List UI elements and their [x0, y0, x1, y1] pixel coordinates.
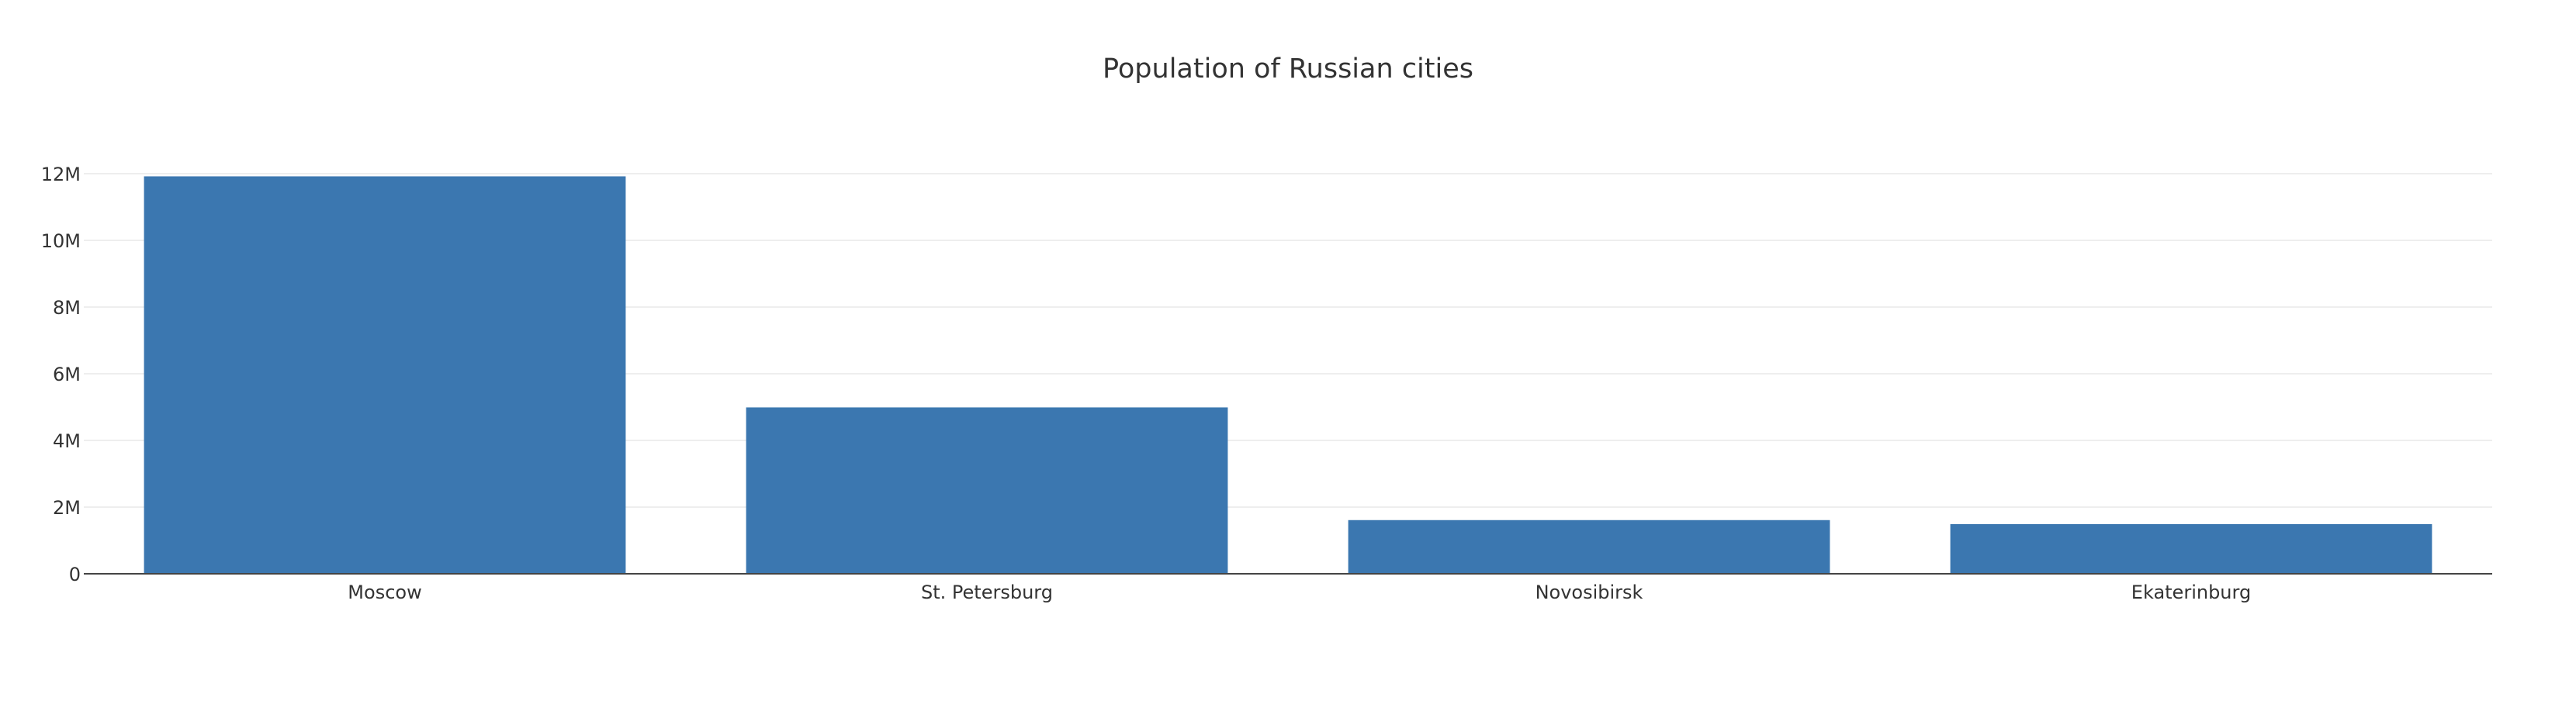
bar-novosibirsk[interactable] [1348, 520, 1830, 574]
bar-st-petersburg[interactable] [746, 407, 1228, 574]
y-tick-label: 10M [41, 230, 81, 252]
y-tick-labels: 0 2M 4M 6M 8M 10M 12M [41, 164, 81, 585]
x-tick-label: Moscow [348, 582, 421, 603]
bar-ekaterinburg[interactable] [1950, 523, 2432, 574]
chart-title: Population of Russian cities [1103, 54, 1473, 85]
x-tick-label: Ekaterinburg [2131, 582, 2251, 603]
y-tick-label: 2M [53, 497, 81, 519]
y-tick-label: 6M [53, 364, 81, 385]
y-tick-label: 12M [41, 164, 81, 185]
bars [144, 176, 2432, 574]
y-tick-label: 4M [53, 430, 81, 452]
bar-moscow[interactable] [144, 176, 626, 574]
x-tick-label: Novosibirsk [1536, 582, 1643, 603]
y-tick-label: 0 [69, 564, 81, 585]
y-tick-label: 8M [53, 297, 81, 319]
x-tick-label: St. Petersburg [921, 582, 1053, 603]
x-tick-labels: Moscow St. Petersburg Novosibirsk Ekaterinb… [348, 582, 2251, 603]
